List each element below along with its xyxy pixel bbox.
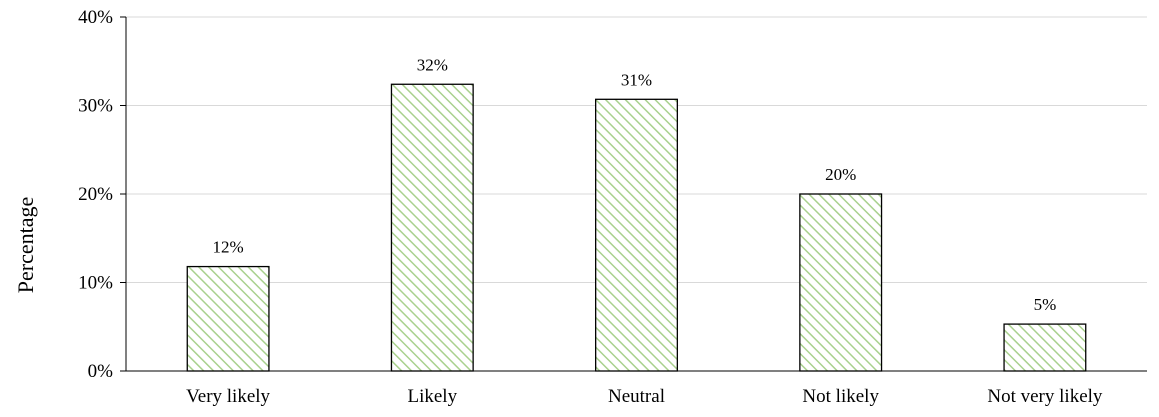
- x-tick-label: Not likely: [802, 386, 879, 407]
- bars: [186, 83, 1087, 372]
- x-tick-label: Not very likely: [987, 386, 1103, 407]
- axes: [120, 16, 1147, 372]
- x-tick-label: Very likely: [186, 386, 270, 407]
- bar: [799, 193, 883, 372]
- bar: [595, 98, 678, 372]
- bar: [390, 83, 474, 372]
- data-label: 32%: [417, 55, 448, 74]
- x-tick-label: Likely: [407, 386, 457, 407]
- labels: 0% 10% 20% 30% 40% 12% Very likely 32% Likely 31%…: [78, 7, 1103, 407]
- data-label: 20%: [825, 165, 856, 184]
- data-label: 31%: [621, 70, 652, 89]
- y-tick-label: 30%: [78, 96, 113, 117]
- y-axis-title: Percentage: [13, 197, 38, 294]
- x-tick-label: Neutral: [608, 386, 665, 407]
- y-tick-label: 20%: [78, 184, 113, 205]
- y-tick-label: 0%: [88, 361, 114, 382]
- bar: [186, 265, 270, 372]
- data-label: 5%: [1034, 295, 1057, 314]
- y-tick-label: 10%: [78, 273, 113, 294]
- y-tick-label: 40%: [78, 7, 113, 28]
- data-label: 12%: [213, 238, 244, 257]
- bar: [1003, 323, 1087, 372]
